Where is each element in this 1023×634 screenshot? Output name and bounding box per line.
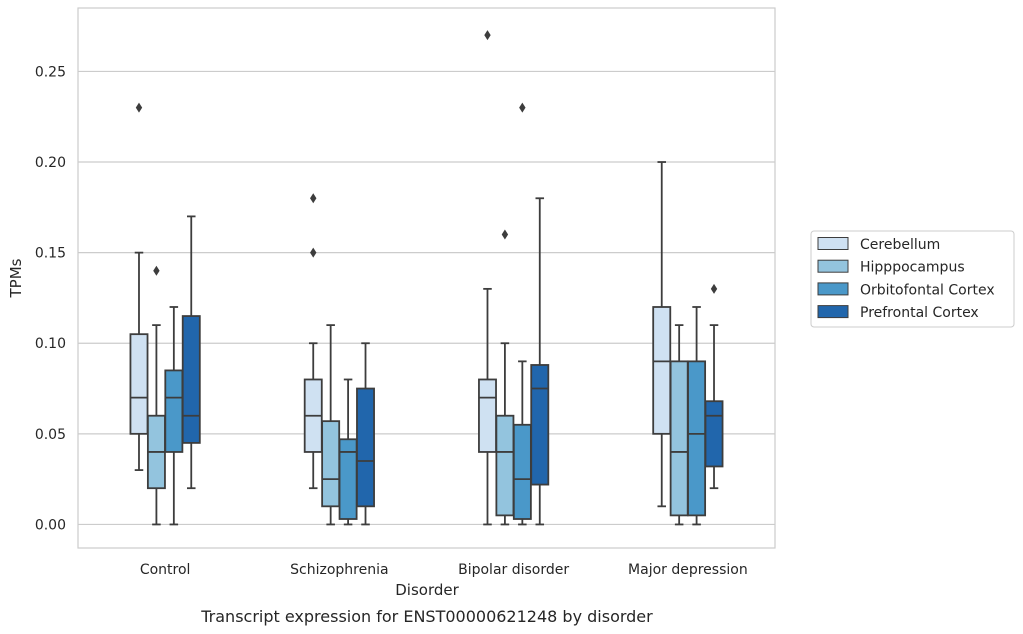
box [181,315,201,444]
y-axis-label: TPMs [7,258,25,298]
plot-background [78,8,775,548]
y-tick-labels: 0.00 0.05 0.10 0.15 0.20 0.25 [35,64,66,533]
y-tick-label: 0.20 [35,155,66,171]
legend-label: Prefrontal Cortex [860,305,979,321]
legend-frame [810,230,1015,328]
series-cerebellum [129,30,672,526]
chart-caption: Transcript expression for ENST0000062124… [200,607,653,626]
outlier-point [310,247,317,258]
outlier-point [153,265,160,276]
box [704,400,724,468]
x-tick-labels: Control Schizophrenia Bipolar disorder Majo… [140,562,748,578]
series-orbitofontal-cortex [164,102,707,526]
x-tick-label: Bipolar disorder [458,562,569,578]
box [512,423,532,520]
box [495,414,515,517]
y-tick-label: 0.00 [35,517,66,533]
legend-swatch [817,237,849,250]
box [321,420,341,508]
x-tick-label: Schizophrenia [290,562,388,578]
box [687,360,707,517]
legend-label: Orbitofontal Cortex [860,282,995,298]
box [669,360,689,517]
x-tick-label: Control [140,562,191,578]
box [478,378,497,453]
box [164,369,184,453]
outlier-point [519,102,526,113]
legend-label: Cerebellum [860,237,940,253]
x-axis-label: Disorder [395,581,459,599]
outlier-point [310,193,317,204]
box [129,333,149,435]
outlier-point [501,229,509,240]
outlier-point [710,283,718,294]
box [652,306,672,435]
legend-label: Hipppocampus [860,260,965,276]
plot-frame [77,7,776,549]
legend-swatch [817,305,849,319]
y-tick-label: 0.05 [35,427,66,443]
series-prefrontal-cortex [181,197,724,526]
box [356,387,375,508]
y-tick-label: 0.10 [35,336,66,352]
legend: Cerebellum Hipppocampus Orbitofontal Corte… [810,230,1015,328]
box [530,364,550,486]
box-series [129,30,724,526]
outlier-point [135,102,143,113]
x-tick-label: Major depression [628,562,748,578]
outlier-point [484,30,491,41]
legend-swatch [817,259,849,273]
series-hipppocampus [146,229,689,526]
y-tick-label: 0.15 [35,246,66,262]
legend-swatch [817,282,849,296]
y-tick-label: 0.25 [35,64,66,80]
